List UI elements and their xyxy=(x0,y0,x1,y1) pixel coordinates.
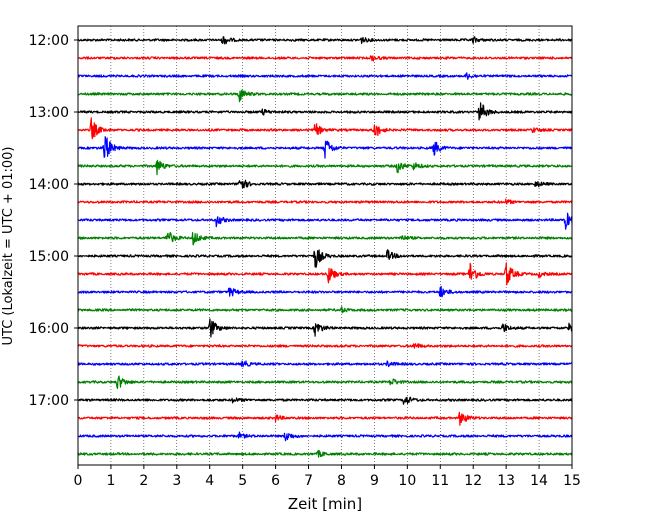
x-tick-label: 10 xyxy=(398,473,416,489)
seismogram-trace xyxy=(77,449,573,458)
seismogram-trace xyxy=(77,431,573,442)
seismogram-trace xyxy=(77,159,573,176)
seismogram-trace xyxy=(77,55,573,62)
seismogram-trace xyxy=(77,198,573,205)
seismogram-trace xyxy=(77,212,573,230)
seismogram-trace xyxy=(77,232,573,246)
seismogram-trace xyxy=(77,360,573,368)
trace-group xyxy=(77,36,573,458)
y-tick-label: 12:00 xyxy=(29,33,69,49)
x-tick-label: 12 xyxy=(464,473,482,489)
seismogram-trace xyxy=(77,396,573,405)
seismogram-trace xyxy=(77,285,573,298)
seismogram-trace xyxy=(77,306,573,314)
x-tick-label: 9 xyxy=(370,473,379,489)
x-axis: 0 1 2 3 4 5 6 7 8 9 10 11 12 13 14 15 xyxy=(74,465,581,489)
y-tick-label: 14:00 xyxy=(29,177,69,193)
y-tick-label: 16:00 xyxy=(29,321,69,337)
y-tick-label: 17:00 xyxy=(29,393,69,409)
x-tick-label: 13 xyxy=(497,473,515,489)
y-axis: 12:00 13:00 14:00 15:00 16:00 17:00 xyxy=(29,33,78,409)
x-tick-label: 8 xyxy=(337,473,346,489)
seismogram-trace xyxy=(77,117,573,140)
x-tick-label: 15 xyxy=(563,473,581,489)
y-tick-label: 15:00 xyxy=(29,249,69,265)
x-tick-label: 11 xyxy=(431,473,449,489)
seismogram-trace xyxy=(77,343,573,349)
x-tick-label: 0 xyxy=(74,473,83,489)
seismogram-trace xyxy=(77,262,573,286)
grid-lines xyxy=(110,26,540,465)
seismogram-trace xyxy=(77,89,573,103)
y-axis-label: UTC (Lokalzeit = UTC + 01:00) xyxy=(1,147,16,346)
x-tick-label: 3 xyxy=(172,473,181,489)
seismogram-trace xyxy=(77,179,573,189)
x-tick-label: 6 xyxy=(271,473,280,489)
seismogram-trace xyxy=(77,318,573,338)
plot-frame xyxy=(77,25,573,466)
x-tick-label: 4 xyxy=(205,473,214,489)
y-tick-label: 13:00 xyxy=(29,105,69,121)
x-tick-label: 2 xyxy=(139,473,148,489)
x-axis-label: Zeit [min] xyxy=(288,495,362,513)
seismogram-trace xyxy=(77,249,573,268)
x-tick-label: 1 xyxy=(106,473,115,489)
seismogram-trace xyxy=(77,102,573,121)
seismogram-trace xyxy=(77,136,573,159)
x-tick-label: 5 xyxy=(238,473,247,489)
seismogram-trace xyxy=(77,36,573,45)
x-tick-label: 14 xyxy=(530,473,548,489)
seismogram-trace xyxy=(77,411,573,426)
x-tick-label: 7 xyxy=(304,473,313,489)
seismogram-trace xyxy=(77,72,573,80)
seismogram-trace xyxy=(77,375,573,389)
